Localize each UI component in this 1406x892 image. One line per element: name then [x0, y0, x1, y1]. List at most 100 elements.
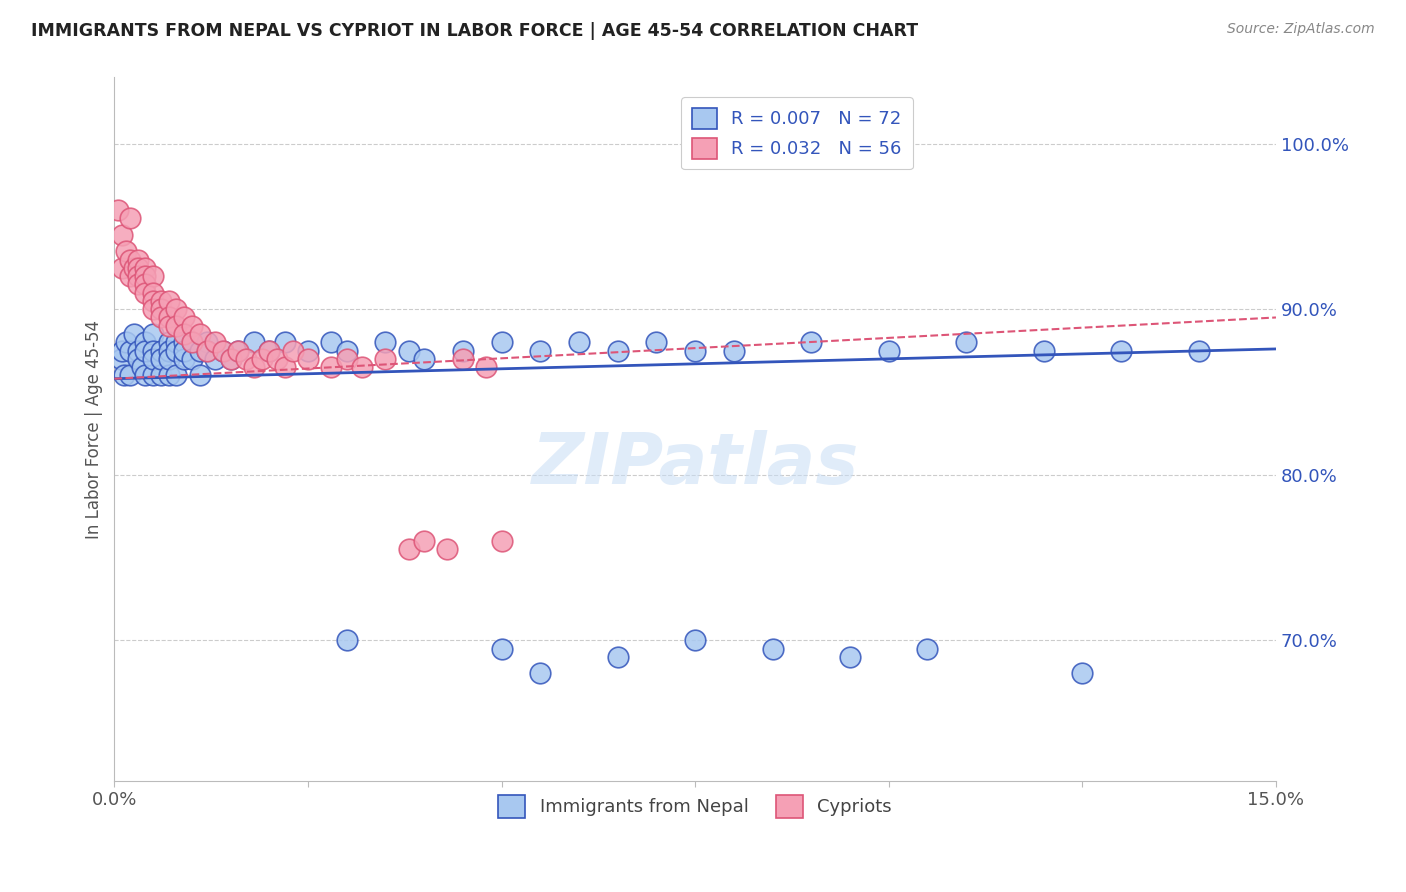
Point [1109, 343, 1132, 358]
Point [165, 368, 187, 383]
Point [111, 343, 134, 358]
Point [165, 335, 187, 350]
Point [149, 351, 172, 366]
Point [157, 310, 180, 325]
Point [762, 641, 785, 656]
Point [157, 351, 180, 366]
Point [115, 244, 138, 259]
Point [204, 351, 226, 366]
Point [188, 326, 211, 341]
Point [180, 335, 202, 350]
Point [568, 335, 591, 350]
Point [243, 360, 266, 375]
Point [115, 335, 138, 350]
Point [683, 633, 706, 648]
Point [118, 343, 141, 358]
Point [173, 326, 195, 341]
Point [142, 343, 165, 358]
Point [529, 343, 551, 358]
Point [127, 351, 149, 366]
Point [211, 343, 233, 358]
Text: Source: ZipAtlas.com: Source: ZipAtlas.com [1227, 22, 1375, 37]
Point [118, 252, 141, 267]
Point [606, 343, 628, 358]
Point [134, 277, 156, 292]
Point [211, 343, 233, 358]
Point [839, 649, 862, 664]
Point [122, 326, 145, 341]
Point [226, 343, 249, 358]
Point [118, 368, 141, 383]
Point [118, 269, 141, 284]
Point [451, 351, 474, 366]
Point [173, 343, 195, 358]
Y-axis label: In Labor Force | Age 45-54: In Labor Force | Age 45-54 [86, 319, 103, 539]
Point [219, 351, 242, 366]
Point [134, 343, 156, 358]
Point [173, 310, 195, 325]
Point [645, 335, 668, 350]
Point [134, 269, 156, 284]
Point [165, 343, 187, 358]
Point [243, 335, 266, 350]
Point [398, 542, 420, 557]
Point [259, 343, 281, 358]
Point [336, 633, 359, 648]
Point [374, 351, 396, 366]
Point [266, 351, 288, 366]
Point [157, 368, 180, 383]
Point [157, 335, 180, 350]
Point [111, 260, 134, 275]
Point [149, 343, 172, 358]
Point [1032, 343, 1054, 358]
Point [142, 293, 165, 308]
Point [195, 343, 218, 358]
Point [195, 335, 218, 350]
Point [127, 252, 149, 267]
Point [157, 318, 180, 333]
Point [142, 368, 165, 383]
Point [413, 351, 436, 366]
Point [142, 269, 165, 284]
Point [122, 260, 145, 275]
Point [451, 343, 474, 358]
Point [157, 293, 180, 308]
Point [917, 641, 939, 656]
Point [110, 351, 132, 366]
Text: ZIPatlas: ZIPatlas [531, 430, 859, 499]
Point [118, 211, 141, 226]
Point [173, 335, 195, 350]
Point [274, 360, 297, 375]
Point [281, 343, 304, 358]
Point [165, 318, 187, 333]
Point [127, 269, 149, 284]
Point [112, 368, 135, 383]
Point [235, 351, 257, 366]
Point [321, 335, 343, 350]
Point [195, 343, 218, 358]
Point [297, 351, 319, 366]
Point [398, 343, 420, 358]
Point [134, 260, 156, 275]
Point [134, 335, 156, 350]
Point [336, 343, 359, 358]
Point [180, 335, 202, 350]
Point [491, 533, 513, 548]
Point [107, 202, 129, 217]
Point [134, 285, 156, 300]
Point [336, 351, 359, 366]
Point [491, 335, 513, 350]
Point [297, 343, 319, 358]
Point [188, 368, 211, 383]
Point [274, 335, 297, 350]
Point [180, 318, 202, 333]
Point [259, 343, 281, 358]
Point [219, 351, 242, 366]
Point [475, 360, 498, 375]
Point [111, 227, 134, 242]
Point [127, 260, 149, 275]
Point [149, 368, 172, 383]
Point [142, 302, 165, 317]
Point [413, 533, 436, 548]
Point [1071, 666, 1094, 681]
